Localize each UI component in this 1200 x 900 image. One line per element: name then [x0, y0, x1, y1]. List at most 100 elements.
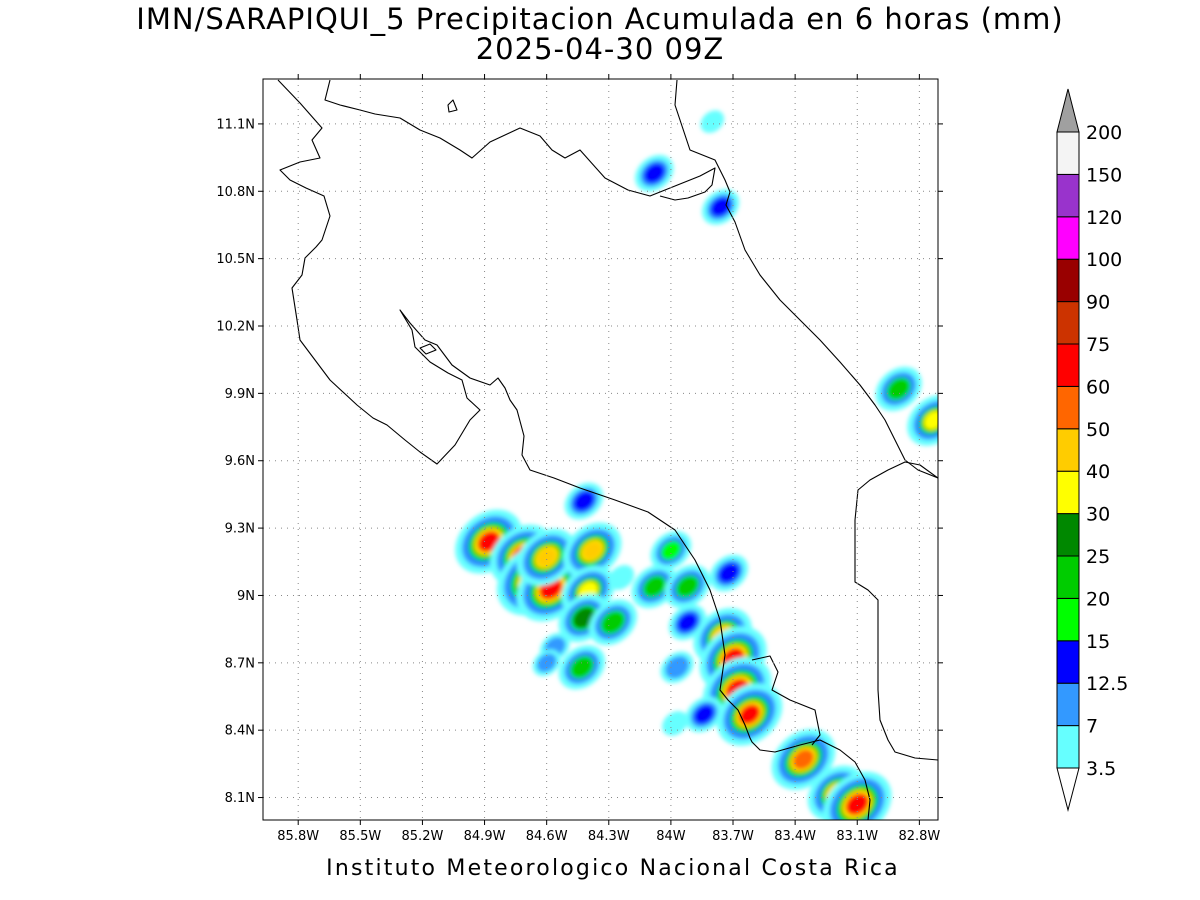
y-tick-label: 10.2N [216, 320, 255, 335]
precip-cell [532, 649, 561, 677]
osa-peninsula-coast [751, 655, 821, 746]
x-tick-label: 85.2W [402, 829, 444, 844]
y-tick-label: 9N [237, 589, 255, 604]
colorbar-over-arrow [1056, 88, 1080, 133]
precip-contour [846, 794, 868, 815]
x-tick-label: 85.5W [339, 829, 381, 844]
colorbar-label: 7 [1086, 716, 1098, 738]
colorbar-label: 12.5 [1086, 673, 1128, 695]
precipitation-field [455, 110, 938, 820]
y-tick-label: 10.8N [216, 185, 255, 200]
colorbar-swatch [1056, 258, 1080, 303]
lake-nicaragua-island [447, 99, 458, 113]
precip-contour [536, 547, 558, 568]
precip-contour [536, 653, 557, 673]
colorbar-label: 20 [1086, 588, 1110, 610]
precip-contour [677, 612, 698, 632]
colorbar-label: 40 [1086, 461, 1110, 483]
precip-contour [573, 607, 595, 628]
precip-cell [608, 565, 635, 590]
precip-contour [662, 711, 688, 736]
x-tick-label: 84.6W [526, 829, 568, 844]
colorbar-swatch [1056, 343, 1080, 387]
precip-contour [644, 576, 665, 597]
precip-cell [635, 154, 674, 192]
precip-cell [685, 696, 723, 733]
precip-cell [516, 528, 577, 586]
precip-contour [660, 540, 682, 561]
precip-contour [608, 565, 635, 590]
y-tick-label: 11.1N [216, 117, 255, 132]
colorbar-label: 60 [1086, 376, 1110, 398]
x-tick-label: 83.7W [712, 829, 754, 844]
colorbar-under-arrow [1056, 767, 1080, 812]
x-tick-label: 83.4W [774, 829, 816, 844]
precip-contour [582, 540, 603, 561]
precip-contour [710, 197, 731, 217]
precip-contour [602, 612, 624, 633]
precip-cell [664, 564, 711, 609]
precip-cell [660, 651, 694, 684]
x-tick-label: 83.1W [836, 829, 878, 844]
pacific-coast [277, 79, 871, 820]
precip-contour [718, 563, 740, 583]
precip-cell [562, 522, 622, 579]
colorbar-swatch [1056, 216, 1080, 260]
precip-cell [650, 531, 692, 571]
precip-cell [907, 394, 938, 446]
colorbar-swatch [1056, 428, 1080, 472]
precip-cell [700, 110, 725, 133]
colorbar-swatch [1056, 682, 1080, 727]
precip-contour [700, 110, 725, 133]
y-tick-label: 8.1N [225, 791, 255, 806]
precip-cell [709, 554, 749, 592]
colorbar-label: 90 [1086, 292, 1110, 314]
colorbar-label: 3.5 [1086, 758, 1116, 780]
precip-cell [558, 645, 606, 690]
y-tick-label: 9.6N [225, 454, 255, 469]
precip-contour [923, 410, 938, 430]
precip-cell [716, 683, 783, 746]
precip-contour [478, 531, 499, 552]
colorbar-label: 120 [1086, 207, 1122, 229]
colorbar-label: 200 [1086, 122, 1122, 144]
x-tick-label: 84.9W [464, 829, 506, 844]
nicoya-gulf-island [419, 343, 437, 355]
precip-contour [793, 749, 814, 770]
map-axes: 85.8W 85.5W 85.2W 84.9W 84.6W 84.3W 84W 83.7W 83… [216, 74, 943, 844]
precip-cell [823, 771, 892, 820]
coastline [277, 79, 938, 820]
colorbar-label: 25 [1086, 546, 1110, 568]
precip-contour [694, 704, 715, 725]
precip-cell [875, 366, 922, 412]
colorbar-label: 15 [1086, 631, 1110, 653]
precip-cell [662, 711, 688, 736]
y-tick-label: 8.4N [225, 724, 255, 739]
x-tick-label: 82.8W [898, 829, 940, 844]
colorbar-swatch [1056, 555, 1080, 599]
precip-contour [739, 705, 760, 724]
plot-frame [262, 78, 939, 821]
precip-cell [771, 728, 836, 790]
colorbar-swatch [1056, 131, 1080, 175]
colorbar-label: 75 [1086, 334, 1110, 356]
caribbean-coast [674, 79, 938, 479]
y-tick-label: 10.5N [216, 252, 255, 267]
precip-contour [573, 491, 595, 512]
x-tick-label: 84.3W [588, 829, 630, 844]
x-tick-label: 84W [656, 829, 686, 844]
panama-border [854, 461, 938, 761]
x-tick-label: 85.8W [277, 829, 319, 844]
precip-cell [701, 189, 740, 225]
precip-cell [588, 599, 637, 646]
colorbar-swatch [1056, 725, 1080, 769]
precip-contour [677, 576, 698, 597]
colorbar-label: 100 [1086, 249, 1122, 271]
colorbar: 3.5 7 12.5 15 20 25 30 40 50 60 75 90 100 120 150 200 [1056, 88, 1128, 812]
y-tick-label: 8.7N [225, 656, 255, 671]
colorbar-swatch [1056, 301, 1080, 345]
y-tick-label: 9.3N [225, 522, 255, 537]
colorbar-swatch [1056, 640, 1080, 684]
precip-cell [668, 604, 707, 641]
